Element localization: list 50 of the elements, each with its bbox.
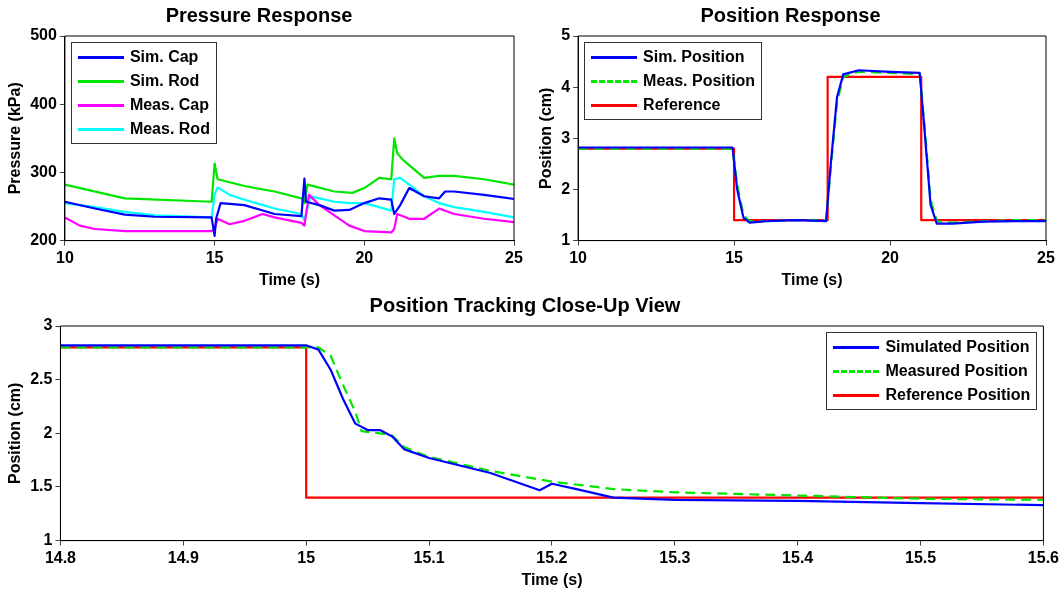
- x-tick-label: 14.9: [167, 548, 199, 566]
- y-tick-label: 300: [30, 162, 57, 180]
- legend-label: Measured Position: [885, 361, 1028, 381]
- x-tick-label: 15: [725, 248, 744, 266]
- x-tick-label: 15.5: [904, 548, 937, 566]
- y-tick-label: 2: [561, 179, 571, 197]
- legend-label: Sim. Position: [643, 47, 745, 67]
- x-axis-title: Time (s): [258, 270, 320, 288]
- legend-label: Simulated Position: [885, 337, 1030, 357]
- y-tick-label: 2.5: [30, 370, 53, 388]
- y-axis-title: Position (cm): [537, 87, 555, 189]
- x-tick-label: 15.2: [536, 548, 568, 566]
- x-tick-label: 15: [205, 248, 224, 266]
- legend-label: Reference Position: [885, 385, 1031, 405]
- y-tick-label: 200: [30, 231, 57, 249]
- legend-label: Reference: [643, 95, 721, 115]
- x-tick-label: 15.4: [782, 548, 814, 566]
- x-tick-label: 15.6: [1027, 548, 1060, 566]
- x-tick-label: 25: [1037, 248, 1055, 266]
- x-tick-label: 14.8: [44, 548, 77, 566]
- x-tick-label: 20: [881, 248, 900, 266]
- x-tick-label: 15: [297, 548, 316, 566]
- y-tick-label: 1: [43, 531, 53, 549]
- x-tick-label: 10: [569, 248, 588, 266]
- chart-title: Position Tracking Close-Up View: [369, 293, 681, 316]
- y-tick-label: 1.5: [30, 477, 53, 495]
- x-axis-title: Time (s): [781, 270, 843, 288]
- y-tick-label: 400: [30, 94, 57, 112]
- x-tick-label: 15.1: [413, 548, 445, 566]
- y-axis-title: Pressure (kPa): [6, 82, 24, 195]
- x-tick-label: 25: [505, 248, 523, 266]
- y-axis-title: Position (cm): [6, 382, 24, 484]
- chart-title: Pressure Response: [165, 3, 353, 26]
- x-tick-label: 20: [355, 248, 374, 266]
- x-tick-label: 15.3: [659, 548, 691, 566]
- y-tick-label: 3: [43, 316, 53, 334]
- y-tick-label: 3: [561, 128, 571, 146]
- legend-label: Meas. Cap: [129, 95, 210, 115]
- legend-label: Sim. Rod: [129, 71, 200, 91]
- x-tick-label: 10: [56, 248, 74, 266]
- y-tick-label: 4: [561, 77, 571, 95]
- legend-label: Sim. Cap: [129, 47, 199, 67]
- y-tick-label: 5: [561, 26, 571, 44]
- legend-label: Meas. Rod: [129, 119, 210, 139]
- chart-title: Position Response: [700, 3, 881, 26]
- x-axis-title: Time (s): [521, 570, 583, 588]
- legend-label: Meas. Position: [643, 71, 756, 91]
- y-tick-label: 2: [43, 423, 53, 441]
- y-tick-label: 500: [30, 26, 57, 44]
- y-tick-label: 1: [561, 231, 571, 249]
